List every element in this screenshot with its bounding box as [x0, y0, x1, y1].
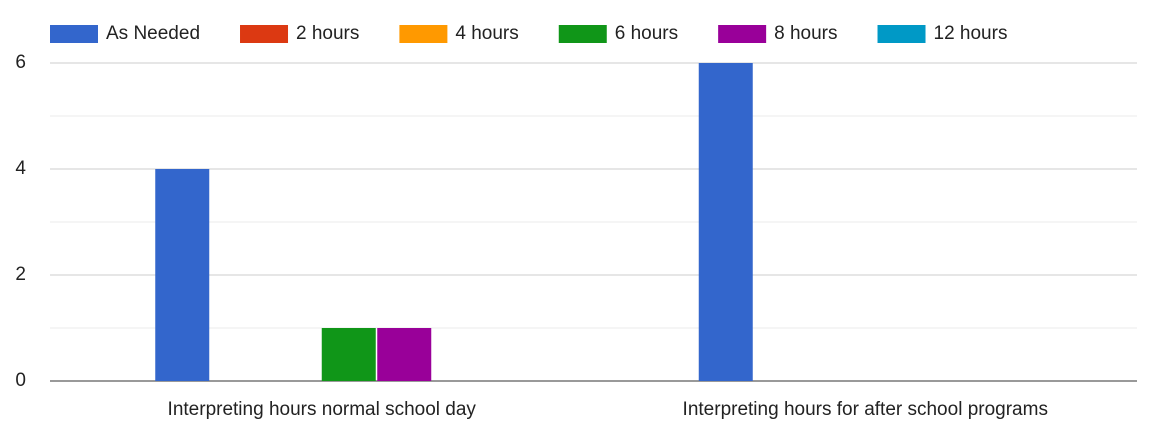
y-tick-label: 0 — [15, 370, 26, 391]
legend-label: As Needed — [106, 23, 200, 44]
y-tick-label: 6 — [15, 52, 26, 73]
legend-swatch — [877, 25, 926, 43]
legend-swatch — [399, 25, 448, 43]
x-tick-label: Interpreting hours normal school day — [168, 399, 477, 420]
legend-swatch — [50, 25, 98, 43]
legend-label: 2 hours — [296, 23, 359, 44]
bar — [155, 169, 210, 381]
legend-label: 12 hours — [934, 23, 1008, 44]
legend-label: 4 hours — [455, 23, 518, 44]
bar — [377, 328, 432, 381]
legend-swatch — [718, 25, 767, 43]
bar — [698, 63, 753, 381]
legend-label: 6 hours — [615, 23, 678, 44]
legend-label: 8 hours — [774, 23, 837, 44]
legend-swatch — [240, 25, 289, 43]
y-tick-label: 4 — [15, 158, 26, 179]
legend-swatch — [558, 25, 607, 43]
x-tick-label: Interpreting hours for after school prog… — [683, 399, 1048, 420]
y-tick-label: 2 — [15, 264, 26, 285]
bar — [321, 328, 376, 381]
